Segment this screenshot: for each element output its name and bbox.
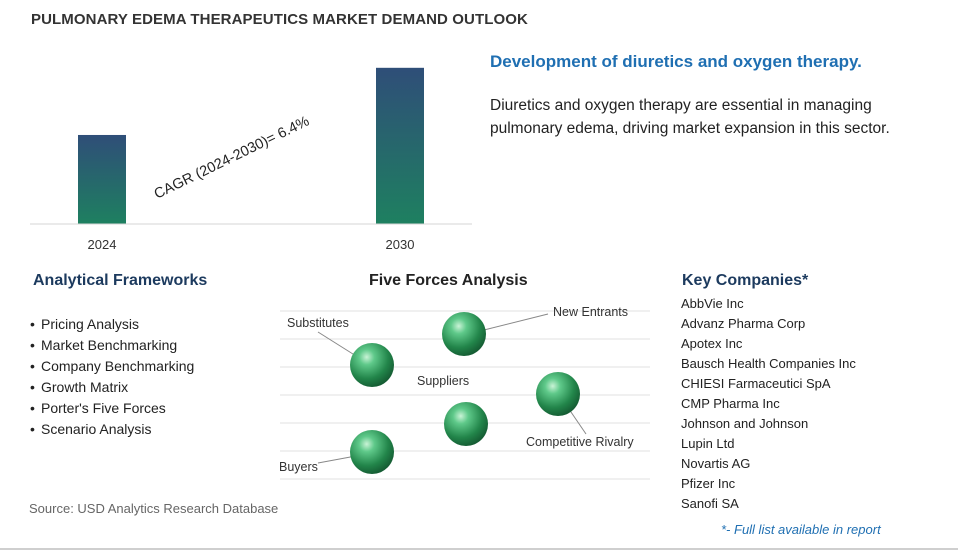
bullet-icon: •	[30, 400, 35, 416]
list-item: Sanofi SA	[681, 496, 739, 511]
list-item: AbbVie Inc	[681, 296, 744, 311]
list-item: CHIESI Farmaceutici SpA	[681, 376, 831, 391]
list-item: Advanz Pharma Corp	[681, 316, 806, 331]
force-label-competitive-rivalry: Competitive Rivalry	[526, 435, 634, 449]
list-item: • Growth Matrix	[30, 377, 194, 398]
sphere-buyers	[350, 430, 394, 474]
list-item: Bausch Health Companies Inc	[681, 356, 856, 371]
list-item: • Porter's Five Forces	[30, 398, 194, 419]
bullet-icon: •	[30, 337, 35, 353]
companies-list: AbbVie Inc Advanz Pharma Corp Apotex Inc…	[681, 294, 856, 514]
list-item: • Pricing Analysis	[30, 314, 194, 335]
headline: Development of diuretics and oxygen ther…	[490, 52, 862, 71]
cagr-annotation: CAGR (2024-2030)= 6.4%	[152, 113, 312, 202]
bar-2030	[376, 67, 424, 224]
x-tick-label: 2030	[386, 237, 415, 252]
page-title: PULMONARY EDEMA THERAPEUTICS MARKET DEMA…	[31, 11, 528, 28]
description: Diuretics and oxygen therapy are essenti…	[490, 97, 890, 137]
list-item: CMP Pharma Inc	[681, 396, 780, 411]
force-label-new-entrants: New Entrants	[553, 305, 629, 319]
list-item: Johnson and Johnson	[681, 416, 809, 431]
force-label-suppliers: Suppliers	[417, 374, 470, 388]
bullet-icon: •	[30, 379, 35, 395]
source-note: Source: USD Analytics Research Database	[29, 501, 279, 516]
x-tick-label: 2024	[88, 237, 117, 252]
list-item: • Market Benchmarking	[30, 335, 194, 356]
sphere-suppliers	[444, 402, 488, 446]
companies-heading: Key Companies*	[682, 272, 809, 289]
force-label-buyers: Buyers	[279, 460, 318, 474]
list-item: Pfizer Inc	[681, 476, 736, 491]
frameworks-heading: Analytical Frameworks	[33, 272, 208, 289]
force-label-substitutes: Substitutes	[287, 316, 349, 330]
bottom-divider	[0, 548, 958, 550]
list-item: Apotex Inc	[681, 336, 743, 351]
sphere-substitutes	[350, 343, 394, 387]
sphere-rivalry	[536, 372, 580, 416]
five-forces-heading: Five Forces Analysis	[369, 272, 528, 289]
bullet-icon: •	[30, 421, 35, 437]
footnote: *- Full list available in report	[721, 522, 881, 537]
five-forces-diagram	[280, 310, 650, 480]
frameworks-list: • Pricing Analysis • Market Benchmarking •…	[30, 314, 194, 440]
list-item: Lupin Ltd	[681, 436, 735, 451]
list-item: • Scenario Analysis	[30, 419, 194, 440]
bullet-icon: •	[30, 358, 35, 374]
list-item: • Company Benchmarking	[30, 356, 194, 377]
sphere-new-entrants	[442, 312, 486, 356]
list-item: Novartis AG	[681, 456, 751, 471]
bullet-icon: •	[30, 316, 35, 332]
bar-2024	[78, 134, 126, 224]
